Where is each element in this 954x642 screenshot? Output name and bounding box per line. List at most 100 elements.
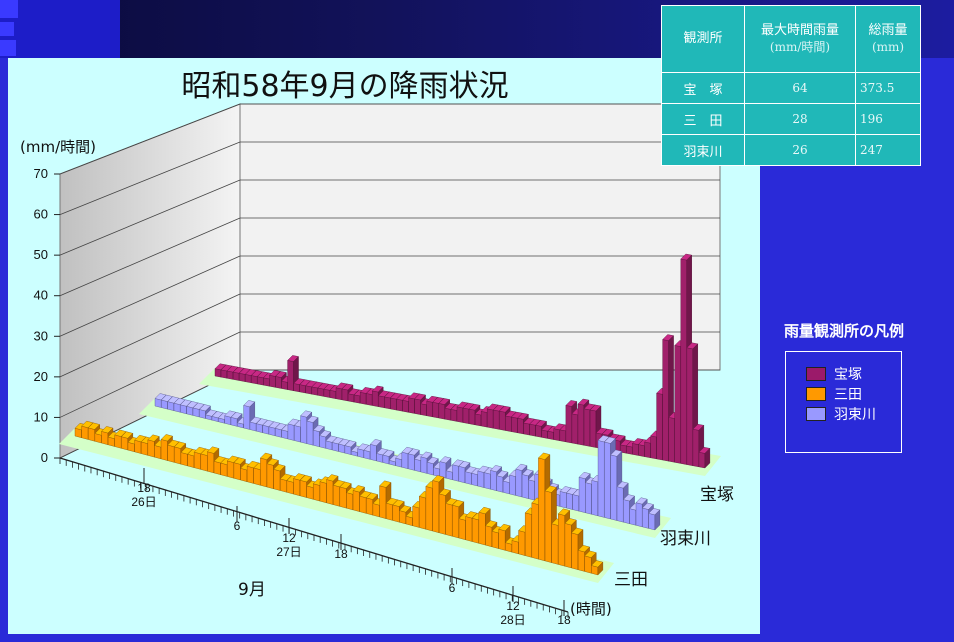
bar-face bbox=[698, 452, 706, 469]
back-wall bbox=[239, 103, 721, 371]
bar-face bbox=[480, 411, 488, 428]
bar-face bbox=[266, 463, 274, 490]
bar-face bbox=[632, 443, 639, 456]
bar-face bbox=[238, 372, 246, 382]
bar-face bbox=[591, 480, 599, 517]
bar-face bbox=[584, 555, 592, 574]
bar-face bbox=[275, 376, 282, 389]
bar-face bbox=[585, 482, 592, 515]
max-cell: 26 bbox=[744, 134, 856, 166]
bar-face bbox=[450, 409, 458, 422]
bar-face bbox=[577, 403, 585, 446]
y-tick-label: 70 bbox=[34, 166, 48, 181]
bar-face bbox=[257, 376, 264, 386]
bar-face bbox=[610, 454, 618, 521]
station-cell: 宝 塚 bbox=[661, 72, 745, 104]
header-total: 総雨量 (mm) bbox=[855, 5, 921, 73]
month-label: 9月 bbox=[238, 580, 266, 600]
bar-face bbox=[648, 513, 656, 531]
total-cell: 373.5 bbox=[855, 72, 921, 104]
y-tick-label: 10 bbox=[34, 409, 48, 424]
bar-face bbox=[401, 451, 409, 470]
bar-face bbox=[326, 479, 334, 505]
y-tick-label: 20 bbox=[34, 369, 48, 384]
chart-title: 昭和58年9月の降雨状況 bbox=[181, 69, 508, 104]
bar-face bbox=[426, 461, 434, 476]
bar-face bbox=[369, 444, 377, 462]
bar-face bbox=[674, 345, 681, 464]
bar-face bbox=[385, 502, 393, 521]
bar-face bbox=[200, 453, 208, 472]
bar-face bbox=[384, 396, 391, 410]
bar-face bbox=[414, 458, 421, 473]
bar-face bbox=[335, 387, 343, 401]
bar-face bbox=[114, 434, 122, 449]
bar-face bbox=[425, 486, 433, 532]
bar-face bbox=[253, 467, 261, 486]
bar-face bbox=[311, 386, 318, 396]
bar-face bbox=[346, 492, 354, 511]
bar-face bbox=[160, 439, 168, 461]
bar-face bbox=[544, 490, 552, 563]
x-tick-label-hour: 18 bbox=[137, 481, 151, 495]
bar-face bbox=[293, 383, 300, 393]
bar-face bbox=[263, 377, 270, 387]
bar-face bbox=[583, 408, 591, 447]
bar-face bbox=[193, 451, 201, 470]
bar-face bbox=[319, 481, 327, 504]
bar-face bbox=[299, 384, 306, 394]
total-cell: 196 bbox=[855, 103, 921, 135]
bar-face bbox=[515, 468, 523, 498]
y-tick-label: 40 bbox=[34, 288, 48, 303]
bar-face bbox=[353, 394, 361, 404]
series-label-sanda: 三田 bbox=[614, 570, 648, 590]
x-tick-label-hour: 18 bbox=[334, 547, 348, 561]
bar-face bbox=[662, 339, 669, 462]
bar-face bbox=[317, 387, 324, 397]
bar-face bbox=[638, 444, 645, 457]
bar-face bbox=[366, 497, 373, 516]
max-cell: 64 bbox=[744, 72, 856, 104]
bar-face bbox=[299, 479, 307, 498]
bar-face bbox=[458, 518, 466, 541]
bar-face bbox=[523, 422, 530, 436]
bar-face bbox=[294, 425, 301, 443]
bar-face bbox=[471, 472, 478, 487]
bar-face bbox=[541, 429, 548, 439]
corner-decoration bbox=[0, 0, 120, 58]
legend-item: 羽束川 bbox=[806, 404, 901, 424]
bar-face bbox=[402, 400, 409, 413]
bar-face bbox=[399, 510, 407, 525]
bar-face bbox=[474, 413, 482, 427]
bar-face bbox=[81, 425, 89, 440]
x-tick-label-day: 28日 bbox=[500, 613, 525, 627]
bar-face bbox=[207, 451, 215, 474]
series-0 bbox=[74, 420, 604, 576]
bar-face bbox=[187, 453, 195, 468]
bar-face bbox=[597, 440, 605, 518]
bar-face bbox=[577, 549, 585, 572]
legend-swatch bbox=[806, 367, 826, 381]
table-row: 羽束川 26 247 bbox=[661, 134, 921, 166]
bar-face bbox=[412, 505, 420, 528]
bar-face bbox=[629, 508, 637, 526]
bar-face bbox=[445, 503, 453, 537]
bar-face bbox=[528, 479, 535, 501]
bar-face bbox=[511, 540, 519, 555]
bar bbox=[590, 560, 604, 576]
bar-face bbox=[571, 532, 579, 570]
header-total-title: 総雨量 bbox=[868, 23, 908, 38]
bar-face bbox=[359, 392, 367, 405]
bar-face bbox=[372, 503, 380, 518]
bar-face bbox=[686, 347, 693, 466]
bar-face bbox=[240, 468, 248, 482]
bar-face bbox=[444, 407, 452, 421]
bar-face bbox=[432, 480, 440, 533]
bar-face bbox=[141, 441, 148, 456]
bar-face bbox=[565, 405, 572, 444]
bar-face bbox=[642, 507, 649, 529]
bar-face bbox=[538, 457, 546, 562]
bar-face bbox=[468, 408, 476, 426]
table-row: 三 田 28 196 bbox=[661, 103, 921, 135]
